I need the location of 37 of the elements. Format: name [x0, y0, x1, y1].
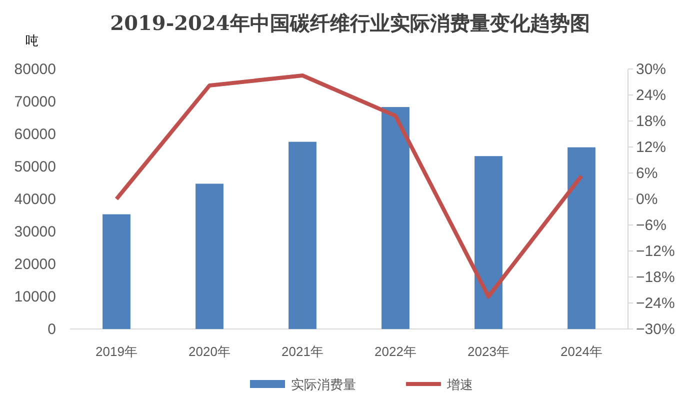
x-tick-label: 2020年 [188, 344, 230, 359]
legend-label: 增速 [446, 377, 473, 392]
y2-tick-label: −30% [636, 321, 675, 338]
bar [102, 214, 130, 329]
y2-tick-label: 18% [636, 113, 666, 130]
bar [474, 156, 502, 329]
y-tick-label: 60000 [14, 126, 56, 143]
y-tick-label: 70000 [14, 94, 56, 110]
y-axis-title: 吨 [26, 33, 38, 48]
y2-tick-label: 0% [636, 191, 658, 208]
y2-tick-label: −12% [636, 243, 675, 260]
y2-tick-label: 24% [636, 87, 666, 104]
x-tick-label: 2023年 [468, 344, 510, 359]
x-tick-label: 2019年 [96, 344, 138, 359]
y-tick-label: 50000 [14, 158, 56, 176]
y-tick-label: 40000 [14, 191, 56, 208]
y-tick-label: 10000 [14, 288, 56, 306]
y2-tick-label: 12% [636, 139, 666, 156]
x-tick-label: 2024年 [560, 344, 602, 359]
line-series [114, 74, 584, 298]
y2-tick-label: −6% [636, 217, 666, 234]
x-tick-label: 2022年 [374, 344, 416, 359]
legend-label: 实际消费量 [291, 377, 356, 392]
bar [568, 147, 596, 329]
y-tick-label: 30000 [14, 224, 56, 240]
bar [288, 142, 316, 329]
bar [196, 184, 224, 329]
y-tick-label: 0 [48, 321, 56, 338]
x-tick-label: 2021年 [282, 344, 324, 359]
chart-title: 2019-2024年中国碳纤维行业实际消费量变化趋势图 [110, 11, 590, 35]
y-tick-label: 20000 [14, 256, 56, 273]
y2-tick-label: −18% [636, 269, 675, 286]
y2-tick-label: 30% [636, 61, 666, 78]
y2-tick-label: −24% [636, 295, 675, 312]
y2-tick-label: 6% [636, 165, 658, 182]
y-tick-label: 80000 [14, 61, 56, 78]
bar [382, 107, 410, 329]
